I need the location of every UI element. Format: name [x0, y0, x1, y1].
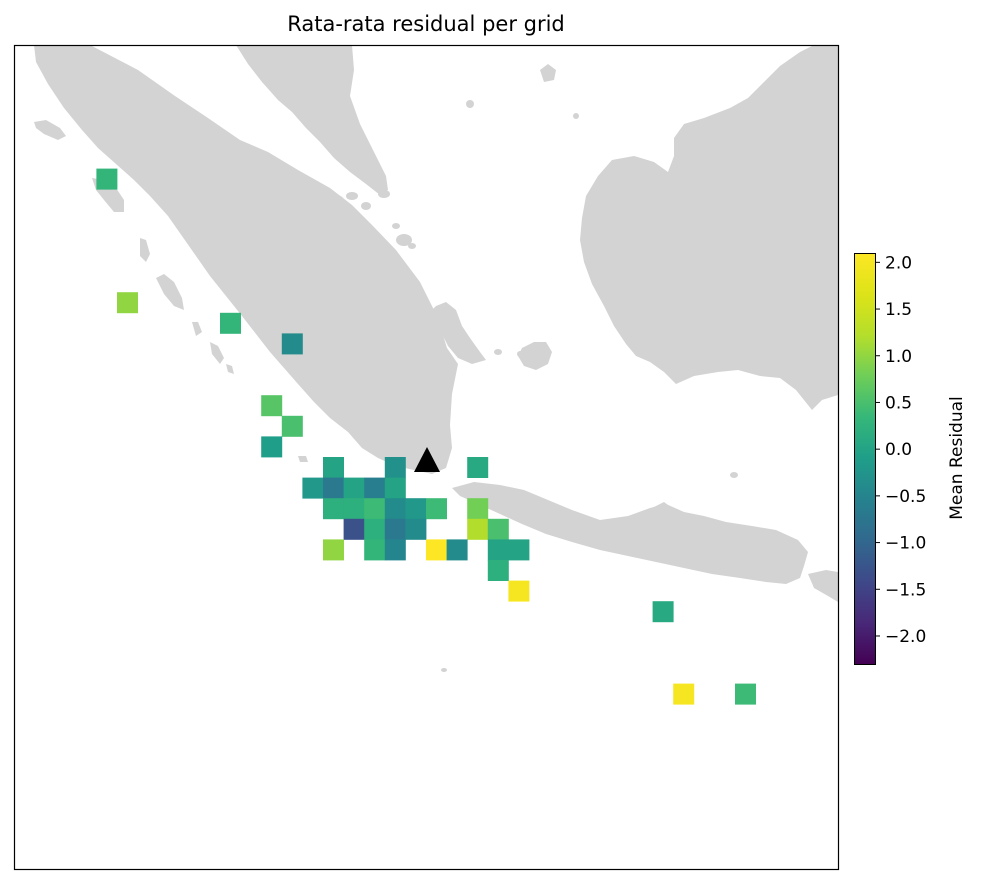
- island: [140, 238, 150, 262]
- siberut-island: [156, 274, 184, 310]
- enggano-island: [298, 456, 308, 462]
- java: [452, 482, 808, 584]
- map-frame: [13, 44, 840, 871]
- grid-cell: [426, 498, 447, 520]
- land-layer: [34, 45, 838, 672]
- colorbar-frame: [854, 253, 876, 665]
- islet: [600, 276, 610, 288]
- grid-cell: [364, 539, 386, 561]
- map-title: Rata-rata residual per grid: [287, 12, 565, 36]
- grid-cell: [343, 518, 365, 540]
- grid-cell: [364, 477, 386, 499]
- grid-cell: [343, 477, 365, 499]
- islet: [466, 100, 474, 108]
- colorbar-tick-label: 0.0: [885, 440, 912, 460]
- sipora-island: [192, 322, 202, 336]
- grid-cell: [487, 518, 509, 540]
- grid-cell: [384, 518, 406, 540]
- grid-cells: [96, 168, 756, 705]
- riau-island: [378, 190, 390, 198]
- grid-cell: [384, 477, 406, 499]
- islet: [730, 472, 738, 478]
- grid-cell: [384, 539, 406, 561]
- colorbar-tick-label: 1.5: [885, 300, 912, 320]
- grid-cell: [467, 498, 489, 520]
- grid-cell: [323, 457, 344, 478]
- grid-cell: [735, 683, 756, 705]
- grid-cell: [446, 539, 468, 561]
- grid-cell: [673, 683, 695, 705]
- riau-island: [392, 223, 400, 229]
- borneo: [580, 45, 838, 410]
- belitung-island: [518, 342, 552, 370]
- colorbar-tick-label: 2.0: [885, 253, 912, 273]
- grid-cell: [508, 580, 530, 602]
- grid-cell: [405, 518, 427, 540]
- islet: [441, 668, 447, 672]
- station-triangle-marker: [414, 447, 440, 472]
- grid-cell: [364, 518, 386, 540]
- colorbar-label: Mean Residual: [947, 396, 967, 520]
- grid-cell: [96, 168, 118, 190]
- pagai-island: [210, 342, 224, 364]
- grid-cell: [652, 601, 674, 623]
- grid-cell: [281, 415, 303, 437]
- grid-cell: [261, 395, 283, 417]
- grid-cell: [467, 518, 489, 540]
- colorbar-tick-label: −2.0: [885, 627, 926, 647]
- riau-island: [408, 243, 416, 249]
- islet: [517, 351, 523, 357]
- grid-cell: [384, 457, 406, 478]
- riau-island: [337, 208, 347, 216]
- colorbar-tick-label: 0.5: [885, 393, 912, 413]
- grid-cell: [364, 498, 386, 520]
- island: [540, 64, 556, 82]
- grid-cell: [467, 457, 489, 478]
- colorbar-tick-label: −1.0: [885, 534, 926, 554]
- simeulue-island: [34, 120, 66, 140]
- colorbar-gradient: [854, 253, 875, 664]
- grid-cell: [487, 560, 509, 581]
- grid-cell: [220, 312, 241, 334]
- colorbar-tick-label: −0.5: [885, 487, 926, 507]
- grid-cell: [302, 477, 324, 499]
- grid-cell: [426, 539, 447, 561]
- grid-cell: [405, 498, 427, 520]
- riau-island: [361, 202, 371, 210]
- bangka-island: [424, 302, 486, 364]
- bali: [808, 570, 838, 602]
- grid-cell: [323, 477, 344, 499]
- sumatra: [34, 45, 458, 474]
- island: [226, 364, 234, 374]
- grid-cell: [343, 498, 365, 520]
- riau-island: [316, 194, 344, 206]
- grid-cell: [508, 539, 530, 561]
- grid-cell: [261, 436, 283, 458]
- riau-island: [346, 192, 358, 200]
- colorbar-tick-label: −1.5: [885, 580, 926, 600]
- grid-cell: [323, 498, 344, 520]
- grid-cell: [384, 498, 406, 520]
- grid-cell: [281, 333, 303, 355]
- grid-cell: [323, 539, 344, 561]
- islet: [494, 349, 502, 355]
- colorbar-ticks: −2.0 −1.5 −1.0 −0.5 0.0 0.5 1.0 1.5 2.0: [875, 253, 926, 647]
- islet: [573, 113, 579, 119]
- madura-island: [652, 502, 672, 514]
- lingga-island: [396, 234, 412, 246]
- malay-peninsula: [236, 45, 388, 195]
- colorbar-tick-label: 1.0: [885, 347, 912, 367]
- grid-cell: [487, 539, 509, 561]
- grid-cell: [117, 292, 138, 314]
